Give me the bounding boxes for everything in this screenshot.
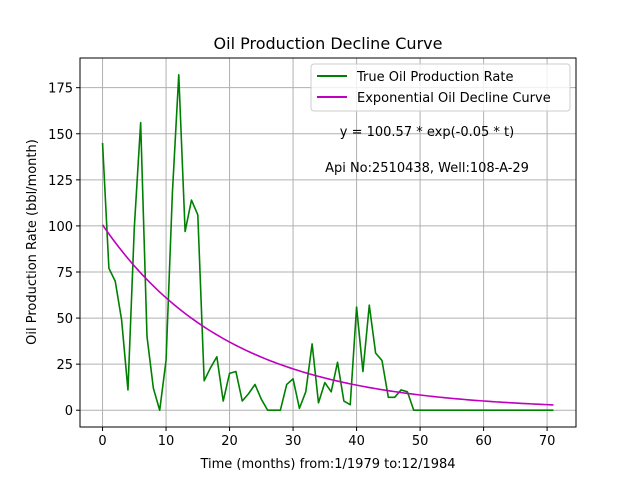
equation-annotation: y = 100.57 * exp(-0.05 * t)	[340, 125, 514, 140]
series-line-true-rate	[101, 73, 554, 412]
y-tick-label: 100	[48, 220, 73, 235]
chart-title: Oil Production Decline Curve	[214, 34, 443, 53]
y-axis-label: Oil Production Rate (bbl/month)	[25, 139, 40, 345]
x-axis-label: Time (months) from:1/1979 to:12/1984	[199, 457, 455, 472]
y-tick-label: 75	[56, 266, 73, 281]
y-tick-label: 175	[48, 82, 73, 97]
plot-frame	[79, 57, 577, 428]
well-annotation: Api No:2510438, Well:108-A-29	[325, 161, 529, 176]
x-tick-label: 70	[539, 434, 556, 449]
x-tick-label: 30	[285, 434, 302, 449]
y-tick-label: 0	[65, 404, 73, 419]
legend-label-decline-curve: Exponential Oil Decline Curve	[357, 91, 551, 106]
legend: True Oil Production Rate Exponential Oil…	[310, 63, 571, 112]
y-tick-label: 50	[56, 312, 73, 327]
y-tick-label: 150	[48, 128, 73, 143]
series-line-decline-curve	[101, 224, 554, 406]
y-tick-label: 125	[48, 174, 73, 189]
legend-box	[310, 63, 571, 112]
x-tick-label: 60	[475, 434, 492, 449]
y-axis-ticks: 0 25 50 75 100 125 150 175	[48, 82, 80, 419]
x-axis-ticks: 0 10 20 30 40 50 60 70	[98, 427, 555, 449]
x-tick-label: 50	[412, 434, 429, 449]
grid-lines	[80, 58, 576, 427]
x-tick-label: 10	[158, 434, 175, 449]
x-tick-label: 40	[348, 434, 365, 449]
y-tick-label: 25	[56, 358, 73, 373]
legend-label-true-rate: True Oil Production Rate	[356, 70, 513, 85]
x-tick-label: 0	[98, 434, 106, 449]
series-layer	[101, 73, 554, 412]
x-tick-label: 20	[221, 434, 238, 449]
